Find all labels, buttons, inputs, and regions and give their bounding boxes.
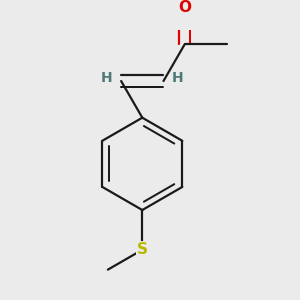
Text: H: H — [101, 71, 113, 85]
Text: O: O — [178, 0, 191, 15]
Text: S: S — [137, 242, 148, 257]
Text: H: H — [172, 71, 183, 85]
